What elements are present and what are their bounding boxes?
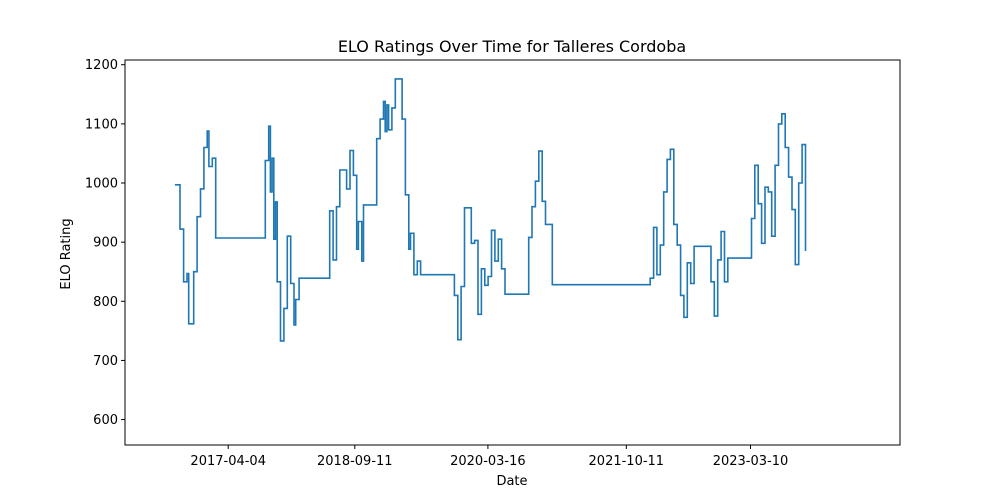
y-tick-label: 1200 bbox=[85, 58, 118, 73]
x-axis-label: Date bbox=[496, 474, 527, 489]
y-tick-label: 1100 bbox=[85, 117, 118, 132]
x-tick-label: 2017-04-04 bbox=[190, 454, 266, 469]
elo-series-line bbox=[174, 78, 807, 342]
y-ticks: 600 700 800 900 1000 1100 1200 bbox=[85, 58, 125, 428]
y-tick-label: 800 bbox=[93, 295, 118, 310]
y-tick-label: 700 bbox=[93, 354, 118, 369]
y-tick-label: 900 bbox=[93, 236, 118, 251]
chart-title: ELO Ratings Over Time for Talleres Cordo… bbox=[338, 37, 686, 56]
y-tick-label: 600 bbox=[93, 413, 118, 428]
plot-frame bbox=[124, 59, 901, 446]
y-axis-label: ELO Rating bbox=[59, 218, 74, 289]
x-tick-label: 2021-10-11 bbox=[589, 454, 665, 469]
x-ticks: 2017-04-04 2018-09-11 2020-03-16 2021-10-11… bbox=[190, 445, 788, 469]
x-tick-label: 2020-03-16 bbox=[450, 454, 526, 469]
y-tick-label: 1000 bbox=[85, 177, 118, 192]
x-tick-label: 2023-03-10 bbox=[713, 454, 789, 469]
x-tick-label: 2018-09-11 bbox=[317, 454, 393, 469]
